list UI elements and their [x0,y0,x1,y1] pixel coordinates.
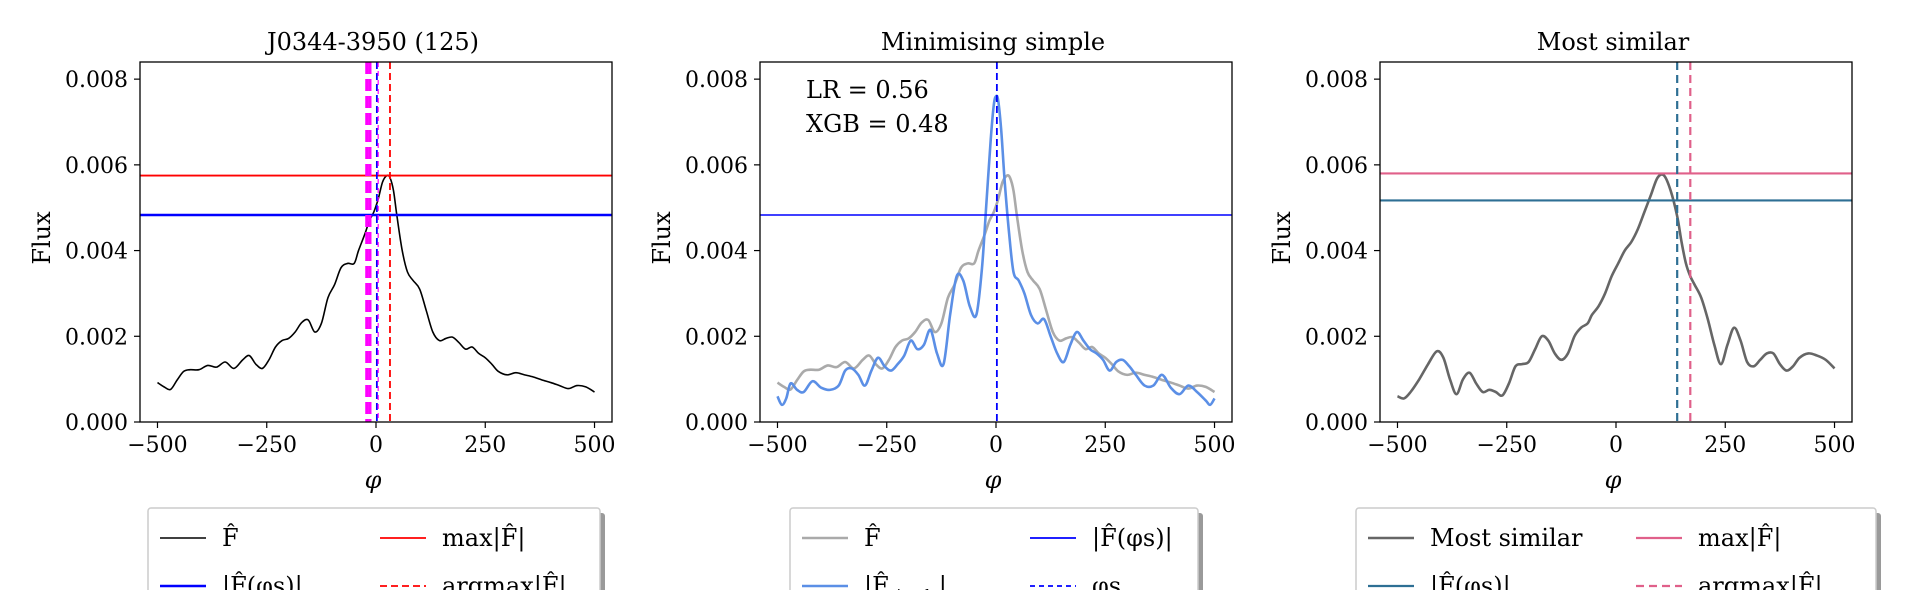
legend-label: |F̂(φs)| [1092,524,1173,553]
legend-label: φs [1092,572,1121,590]
y-tick-label: 0.006 [65,154,128,179]
y-tick-label: 0.000 [685,411,748,436]
y-tick-label: 0.006 [1305,154,1368,179]
x-tick-label: −250 [857,433,917,458]
annotation-lr: LR = 0.56 [806,76,929,104]
plot-area [140,62,612,422]
legend-label: Most similar [1430,524,1583,552]
x-tick-label: 500 [574,433,616,458]
legend: Most similar max|F̂| |F̂(φs)| argmax|F̂| [1355,507,1881,590]
legend-label: |F̂simple| [864,572,947,590]
legend: F̂ |F̂(φs)| |F̂simple| φs [789,507,1203,590]
x-tick-label: 500 [1194,433,1236,458]
legend-label: |F̂(φs)| [222,572,303,590]
x-tick-label: 0 [1609,433,1623,458]
annotation-xgb: XGB = 0.48 [806,110,949,138]
x-axis-label: φ [985,466,1002,494]
x-tick-label: 250 [1084,433,1126,458]
x-tick-label: 0 [989,433,1003,458]
plot-area [1380,62,1852,422]
x-tick-label: 0 [369,433,383,458]
series-line-2 [776,94,1216,407]
y-tick-label: 0.002 [685,325,748,350]
y-tick-label: 0.008 [65,68,128,93]
y-tick-label: 0.004 [65,240,128,265]
y-tick-label: 0.004 [685,240,748,265]
panel-title: Most similar [1537,28,1690,56]
x-tick-label: −500 [1367,433,1427,458]
x-tick-label: 500 [1814,433,1856,458]
panel-1: J0344-3950 (125) Flux φ −500 −250 0 250 500 0… [28,28,616,590]
y-tick-label: 0.002 [1305,325,1368,350]
y-axis-label: Flux [1268,211,1296,265]
y-tick-label: 0.008 [1305,68,1368,93]
x-tick-label: 250 [464,433,506,458]
legend-label: F̂ [222,524,239,552]
y-tick-label: 0.008 [685,68,748,93]
panel-title: Minimising simple [881,28,1105,56]
y-tick-label: 0.000 [1305,411,1368,436]
panel-3: Most similar Flux φ −500 −250 0 250 500 0.000… [1268,28,1881,590]
legend-label: argmax|F̂| [1698,572,1823,590]
x-tick-label: −500 [127,433,187,458]
y-tick-label: 0.004 [1305,240,1368,265]
axes-frame [1379,61,1853,423]
plot-area [760,62,1232,422]
x-axis-label: φ [1605,466,1622,494]
legend-label: max|F̂| [1698,524,1781,553]
legend-label: |F̂(φs)| [1430,572,1511,590]
legend-label: argmax|F̂| [442,572,567,590]
legend-label: F̂ [864,524,881,552]
x-axis-label: φ [365,466,382,494]
panel-2: Minimising simple Flux φ LR = 0.56 XGB =… [648,28,1236,590]
y-axis-label: Flux [28,211,56,265]
series-line-1 [1396,173,1836,400]
panel-title: J0344-3950 (125) [264,28,479,56]
y-axis-label: Flux [648,211,676,265]
x-tick-label: −250 [237,433,297,458]
x-tick-label: 250 [1704,433,1746,458]
x-tick-label: −250 [1477,433,1537,458]
legend-label: max|F̂| [442,524,525,553]
y-tick-label: 0.002 [65,325,128,350]
y-tick-label: 0.000 [65,411,128,436]
x-tick-label: −500 [747,433,807,458]
y-tick-label: 0.006 [685,154,748,179]
legend: F̂ max|F̂| |F̂(φs)| argmax|F̂| [147,507,605,590]
